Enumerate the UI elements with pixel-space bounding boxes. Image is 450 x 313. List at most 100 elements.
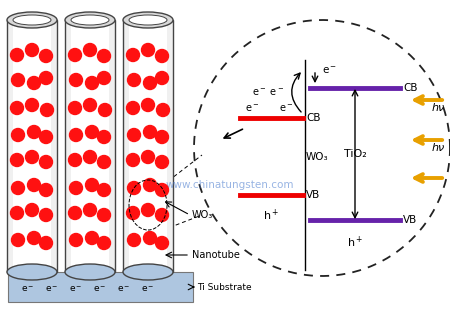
Circle shape: [40, 183, 53, 197]
Bar: [8, 272, 193, 302]
Text: TiO₂: TiO₂: [344, 149, 366, 159]
Circle shape: [156, 131, 168, 143]
Text: Nanotube: Nanotube: [192, 250, 240, 260]
Text: e$^-$: e$^-$: [45, 284, 59, 294]
Circle shape: [144, 126, 157, 138]
Text: CB: CB: [306, 113, 320, 123]
Circle shape: [127, 129, 140, 141]
Circle shape: [12, 129, 24, 141]
Ellipse shape: [13, 15, 51, 25]
Circle shape: [141, 203, 154, 217]
Circle shape: [12, 233, 24, 247]
Circle shape: [98, 183, 111, 197]
Circle shape: [12, 74, 24, 86]
Text: e$^-$: e$^-$: [21, 284, 35, 294]
Text: VB: VB: [403, 215, 417, 225]
Circle shape: [141, 44, 154, 57]
Circle shape: [40, 237, 53, 249]
Circle shape: [98, 156, 111, 168]
Text: e$^-$: e$^-$: [245, 102, 259, 114]
Circle shape: [26, 99, 39, 111]
Text: www.chinatungsten.com: www.chinatungsten.com: [166, 180, 294, 190]
Circle shape: [10, 49, 23, 61]
Circle shape: [40, 156, 53, 168]
Text: e$^-$: e$^-$: [322, 64, 338, 75]
Circle shape: [68, 101, 81, 115]
Circle shape: [144, 232, 157, 244]
Ellipse shape: [65, 264, 115, 280]
Ellipse shape: [65, 12, 115, 28]
Circle shape: [69, 233, 82, 247]
Circle shape: [156, 156, 168, 168]
Text: WO₃: WO₃: [306, 151, 328, 162]
Text: h$^+$: h$^+$: [347, 234, 363, 250]
Text: WO₃: WO₃: [192, 210, 213, 220]
Circle shape: [144, 178, 157, 192]
Circle shape: [127, 182, 140, 194]
Circle shape: [69, 129, 82, 141]
Circle shape: [84, 44, 96, 57]
Text: e$^-$: e$^-$: [117, 284, 131, 294]
Text: e$^-$: e$^-$: [279, 102, 293, 114]
Circle shape: [40, 71, 53, 85]
Circle shape: [156, 49, 168, 63]
Circle shape: [98, 49, 111, 63]
Text: e$^-$: e$^-$: [93, 284, 107, 294]
Circle shape: [144, 76, 157, 90]
Ellipse shape: [71, 15, 109, 25]
Bar: [129, 20, 167, 272]
Circle shape: [40, 208, 53, 222]
Text: CB: CB: [403, 83, 418, 93]
Text: Ti Substrate: Ti Substrate: [197, 283, 252, 291]
Circle shape: [84, 151, 96, 163]
Circle shape: [126, 207, 140, 219]
Circle shape: [40, 49, 53, 63]
Circle shape: [86, 76, 99, 90]
Circle shape: [40, 104, 54, 116]
Bar: [71, 20, 109, 272]
Circle shape: [84, 99, 96, 111]
Circle shape: [27, 126, 40, 138]
Circle shape: [141, 99, 154, 111]
Circle shape: [10, 153, 23, 167]
Circle shape: [156, 208, 168, 222]
Text: e$^-$: e$^-$: [141, 284, 155, 294]
Text: e$^-$ e$^-$: e$^-$ e$^-$: [252, 86, 284, 98]
Circle shape: [156, 237, 168, 249]
Ellipse shape: [7, 264, 57, 280]
Circle shape: [68, 153, 81, 167]
Text: hν: hν: [432, 103, 445, 113]
Ellipse shape: [129, 15, 167, 25]
Circle shape: [126, 101, 140, 115]
Circle shape: [10, 207, 23, 219]
Circle shape: [141, 151, 154, 163]
Circle shape: [84, 203, 96, 217]
Ellipse shape: [7, 12, 57, 28]
Bar: [13, 20, 51, 272]
Circle shape: [68, 49, 81, 61]
Circle shape: [68, 207, 81, 219]
Circle shape: [126, 49, 140, 61]
Circle shape: [98, 208, 111, 222]
Ellipse shape: [123, 12, 173, 28]
Circle shape: [126, 153, 140, 167]
Circle shape: [12, 182, 24, 194]
Circle shape: [10, 101, 23, 115]
Circle shape: [127, 74, 140, 86]
Circle shape: [99, 104, 112, 116]
Bar: [7, 20, 57, 272]
Circle shape: [156, 71, 168, 85]
Circle shape: [27, 178, 40, 192]
Circle shape: [40, 131, 53, 143]
Circle shape: [157, 104, 170, 116]
Circle shape: [26, 151, 39, 163]
Circle shape: [98, 131, 111, 143]
Circle shape: [98, 71, 111, 85]
Circle shape: [86, 232, 99, 244]
Circle shape: [156, 183, 168, 197]
Bar: [123, 20, 173, 272]
Text: h$^+$: h$^+$: [263, 207, 279, 223]
Ellipse shape: [123, 264, 173, 280]
Circle shape: [86, 178, 99, 192]
Circle shape: [69, 74, 82, 86]
